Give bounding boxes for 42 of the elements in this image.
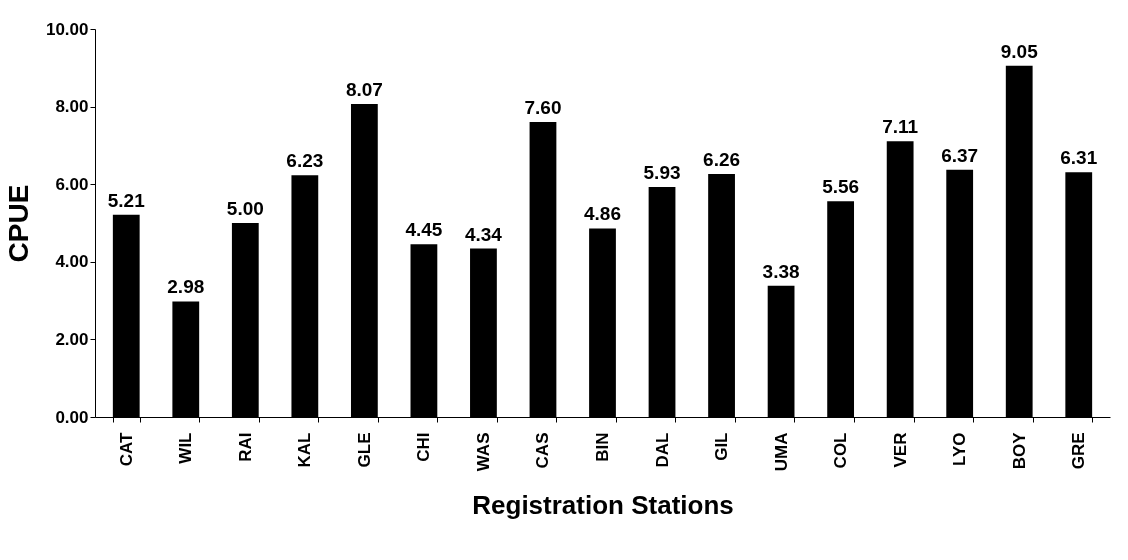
x-tick-label: BIN bbox=[593, 432, 612, 462]
data-label: 4.34 bbox=[464, 223, 503, 245]
y-axis-title: CPUE bbox=[2, 184, 34, 263]
data-label: 6.37 bbox=[941, 144, 979, 166]
x-tick-label: CAT bbox=[116, 431, 136, 467]
data-label: 5.21 bbox=[107, 189, 146, 211]
y-tick-label: 8.00 bbox=[55, 97, 89, 117]
data-label: 8.07 bbox=[345, 78, 383, 100]
data-label: 6.26 bbox=[703, 149, 741, 171]
data-label: 5.93 bbox=[643, 161, 681, 183]
x-tick-label: CHI bbox=[414, 432, 434, 462]
data-label: 3.38 bbox=[762, 260, 800, 282]
x-tick-label: GLE bbox=[354, 432, 374, 468]
x-axis-title: Registration Stations bbox=[472, 490, 734, 521]
x-tick-label: DAL bbox=[652, 432, 672, 468]
y-tick-label: 10.00 bbox=[45, 19, 89, 39]
x-tick-label: UMA bbox=[771, 432, 791, 472]
x-tick-label: KAL bbox=[295, 432, 315, 468]
x-tick-label: COL bbox=[831, 432, 851, 469]
x-tick-label: VER bbox=[890, 432, 910, 468]
y-tick-label: 0.00 bbox=[55, 407, 89, 427]
data-label: 6.31 bbox=[1060, 147, 1098, 169]
data-label: 7.60 bbox=[524, 97, 562, 119]
data-label: 6.23 bbox=[286, 150, 324, 172]
y-tick-label: 4.00 bbox=[55, 252, 89, 272]
x-tick-label: BOY bbox=[1009, 431, 1029, 470]
data-label: 7.11 bbox=[882, 116, 919, 138]
x-tick-label: CAS bbox=[533, 432, 553, 469]
x-tick-label: WAS bbox=[473, 432, 493, 472]
data-label: 4.86 bbox=[584, 203, 621, 225]
data-label: 5.56 bbox=[822, 176, 860, 198]
data-label: 5.00 bbox=[226, 198, 264, 219]
x-tick-label: GRE bbox=[1069, 432, 1089, 470]
data-label: 9.05 bbox=[1000, 40, 1039, 62]
data-label: 2.98 bbox=[167, 276, 205, 298]
data-label: 4.45 bbox=[405, 219, 443, 241]
x-tick-label: GIL bbox=[712, 432, 732, 461]
y-tick-label: 2.00 bbox=[55, 329, 89, 349]
x-tick-label: WIL bbox=[176, 432, 196, 464]
x-tick-label: RAI bbox=[235, 432, 255, 462]
y-tick-label: 6.00 bbox=[55, 174, 89, 194]
x-tick-label: LYO bbox=[950, 432, 970, 466]
